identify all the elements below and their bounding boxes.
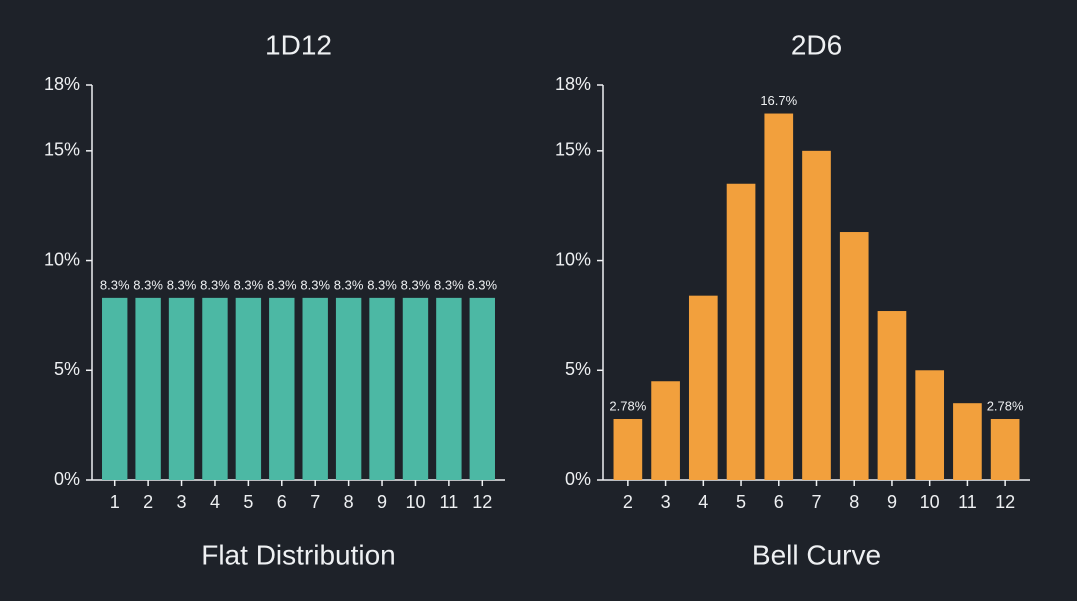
x-tick-label: 11 [440, 492, 459, 512]
bar [269, 297, 295, 480]
value-label: 8.3% [200, 277, 230, 292]
bar [102, 297, 128, 480]
bar [764, 113, 794, 481]
y-tick-label: 15% [555, 140, 591, 160]
bar [202, 297, 228, 480]
value-label: 8.3% [234, 277, 264, 292]
value-label: 8.3% [467, 277, 497, 292]
x-tick-label: 12 [995, 492, 1015, 512]
value-label: 8.3% [133, 277, 163, 292]
x-tick-label: 5 [243, 492, 253, 512]
y-tick-label: 18% [555, 74, 591, 94]
x-tick-label: 9 [887, 492, 897, 512]
y-tick-label: 10% [555, 249, 591, 269]
bar [990, 418, 1020, 480]
bar [613, 418, 643, 480]
bar [726, 183, 756, 480]
x-tick-label: 7 [310, 492, 320, 512]
chart-title: 1D12 [265, 29, 332, 60]
y-tick-label: 0% [54, 469, 80, 489]
x-tick-label: 7 [811, 492, 821, 512]
x-tick-label: 8 [344, 492, 354, 512]
bar [839, 232, 869, 480]
x-tick-label: 11 [958, 492, 977, 512]
x-tick-label: 4 [210, 492, 220, 512]
value-label: 8.3% [300, 277, 330, 292]
value-label: 8.3% [100, 277, 130, 292]
bar [915, 370, 945, 480]
y-tick-label: 15% [44, 140, 80, 160]
x-tick-label: 5 [736, 492, 746, 512]
y-tick-label: 10% [44, 249, 80, 269]
x-tick-label: 6 [277, 492, 287, 512]
x-tick-label: 1 [110, 492, 120, 512]
bar [135, 297, 161, 480]
value-label: 8.3% [401, 277, 431, 292]
x-tick-label: 9 [377, 492, 387, 512]
x-tick-label: 12 [472, 492, 492, 512]
x-axis-label: Flat Distribution [201, 539, 396, 570]
bar [369, 297, 395, 480]
bar [402, 297, 429, 480]
bar [469, 297, 495, 480]
x-tick-label: 2 [623, 492, 633, 512]
value-label: 2.78% [609, 398, 646, 413]
x-tick-label: 10 [405, 492, 425, 512]
x-axis-label: Bell Curve [752, 539, 881, 570]
value-label: 8.3% [334, 277, 364, 292]
bar [802, 150, 831, 481]
chart-title: 2D6 [791, 29, 842, 60]
value-label: 8.3% [367, 277, 397, 292]
value-label: 2.78% [987, 398, 1024, 413]
bar [436, 297, 462, 480]
bar [688, 295, 718, 480]
value-label: 8.3% [434, 277, 464, 292]
x-tick-label: 3 [177, 492, 187, 512]
x-tick-label: 3 [661, 492, 671, 512]
y-tick-label: 18% [44, 74, 80, 94]
x-tick-label: 2 [143, 492, 153, 512]
x-tick-label: 6 [774, 492, 784, 512]
bar [953, 403, 982, 480]
value-label: 8.3% [267, 277, 297, 292]
bar [651, 381, 680, 480]
y-tick-label: 0% [565, 469, 591, 489]
x-tick-label: 4 [698, 492, 708, 512]
y-tick-label: 5% [565, 359, 591, 379]
value-label: 8.3% [167, 277, 197, 292]
x-tick-label: 10 [920, 492, 940, 512]
bar [302, 297, 328, 480]
value-label: 16.7% [760, 93, 797, 108]
bar [235, 297, 262, 480]
bar [877, 311, 907, 480]
bar [168, 297, 195, 480]
bar [335, 297, 362, 480]
x-tick-label: 8 [849, 492, 859, 512]
y-tick-label: 5% [54, 359, 80, 379]
